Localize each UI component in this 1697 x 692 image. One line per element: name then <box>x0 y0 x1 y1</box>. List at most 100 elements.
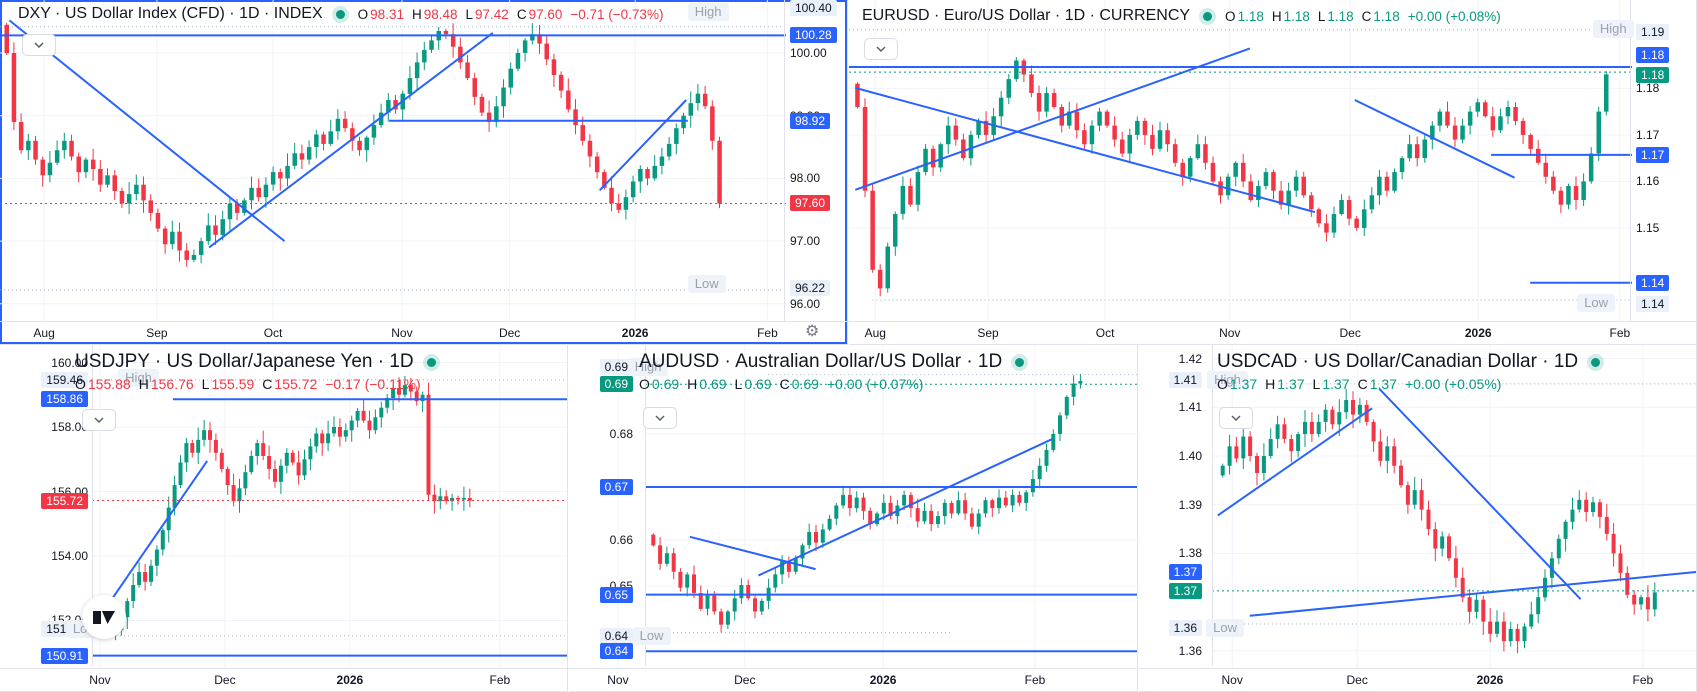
price-axis-label: 1.18 <box>1636 46 1670 63</box>
chart-panel-eurusd[interactable]: EURUSD · Euro/US Dollar · 1D · CURRENCY … <box>849 0 1697 345</box>
symbol-quick-menu-button[interactable] <box>1219 407 1253 429</box>
symbol-quick-menu-button[interactable] <box>643 407 677 429</box>
time-axis-label: Aug <box>33 326 55 340</box>
price-axis-label: 1.36 <box>1178 643 1202 658</box>
ohlc-value: 0.69 <box>791 376 819 392</box>
price-axis-label: 1.15 <box>1636 220 1660 235</box>
time-axis[interactable]: Aug Sep Oct Nov Dec 2026 Feb <box>849 321 1696 344</box>
price-axis-label: 0.69 <box>599 376 633 393</box>
ohlc-readout: O 1.18 H 1.18 L 1.18 C 1.18 +0.00 (+0.08%) <box>1225 9 1509 24</box>
price-axis-label: 158.00 <box>51 420 88 434</box>
ohlc-key: L <box>1317 8 1326 24</box>
time-axis-label: Dec <box>1346 673 1368 687</box>
price-axis[interactable]: 100.40100.28100.0099.0098.9298.0097.6097… <box>784 0 847 321</box>
price-axis-label: 1.39 <box>1178 497 1202 512</box>
price-axis-label: 155.72 <box>41 492 88 509</box>
chart-panel-usdcad[interactable]: USDCAD · US Dollar/Canadian Dollar · 1D … <box>1139 345 1697 692</box>
ohlc-readout: O 1.37 H 1.37 L 1.37 C 1.37 +0.00 (+0.05%) <box>1217 376 1509 392</box>
chevron-down-icon <box>34 42 44 48</box>
ohlc-key: C <box>779 376 790 392</box>
ohlc-value: 156.76 <box>150 376 194 392</box>
price-axis-label: 100.28 <box>790 27 837 44</box>
price-axis-label: 0.67 <box>599 478 633 495</box>
time-axis[interactable]: Nov Dec 2026 Feb <box>0 668 567 691</box>
chevron-down-icon <box>1231 415 1241 421</box>
ohlc-key: C <box>1361 8 1372 24</box>
ohlc-readout: O 155.88 H 156.76 L 155.59 C 155.72 −0.17 (−0.11… <box>75 376 429 392</box>
gear-icon[interactable]: ⚙ <box>805 323 820 340</box>
ohlc-key: H <box>411 6 422 22</box>
price-axis-label: 98.92 <box>790 112 831 129</box>
ohlc-key: C <box>262 376 273 392</box>
price-axis[interactable]: 1.19 1.18 1.18 1.18 1.17 1.17 1.16 1.15 1.14 1.14 <box>1630 0 1696 321</box>
price-axis-label: 1.36 <box>1168 619 1202 636</box>
price-axis-label: 0.65 <box>599 586 633 603</box>
price-axis-label: 1.14 <box>1636 296 1670 313</box>
symbol-quick-menu-button[interactable] <box>864 38 898 60</box>
time-axis-label: Feb <box>1609 326 1631 340</box>
ohlc-key: L <box>734 376 743 392</box>
low-watermark: Low <box>687 274 726 293</box>
price-axis-label: 1.19 <box>1636 23 1670 40</box>
ohlc-value: 1.37 <box>1229 376 1258 392</box>
market-status-dot <box>1015 357 1025 367</box>
time-axis-label: Dec <box>1339 326 1361 340</box>
ohlc-value: 1.18 <box>1373 8 1400 24</box>
ohlc-value: 97.60 <box>528 6 563 22</box>
price-axis-label: 0.64 <box>599 643 633 660</box>
price-axis-label: 1.17 <box>1636 146 1670 163</box>
symbol-title[interactable]: USDCAD · US Dollar/Canadian Dollar · 1D <box>1217 351 1579 372</box>
chart-panel-audusd[interactable]: AUDUSD · Australian Dollar/US Dollar · 1… <box>569 345 1138 692</box>
ohlc-value: 1.18 <box>1237 8 1264 24</box>
candlestick-plot <box>617 345 1137 668</box>
price-axis-label: 1.37 <box>1168 563 1202 580</box>
price-axis-label: 150.91 <box>41 647 88 664</box>
time-axis[interactable]: Aug Sep Oct Nov Dec 2026 Feb <box>0 321 847 344</box>
ohlc-key: H <box>1271 8 1282 24</box>
ohlc-value: 0.69 <box>699 376 727 392</box>
chart-panel-usdjpy[interactable]: USDJPY · US Dollar/Japanese Yen · 1D O 15… <box>0 345 568 692</box>
ohlc-value: 0.69 <box>651 376 680 392</box>
ohlc-value: 155.88 <box>87 376 131 392</box>
time-axis-label: 2026 <box>1476 673 1504 687</box>
time-axis-label: Nov <box>391 326 413 340</box>
ohlc-key: C <box>1357 376 1368 392</box>
symbol-quick-menu-button[interactable] <box>22 34 56 56</box>
market-status-dot <box>426 357 436 367</box>
symbol-title[interactable]: USDJPY · US Dollar/Japanese Yen · 1D <box>75 351 414 372</box>
price-axis-label: 97.00 <box>790 234 821 249</box>
tradingview-logo[interactable] <box>82 595 126 639</box>
high-watermark: High <box>1207 371 1248 390</box>
chevron-down-icon <box>655 415 665 421</box>
symbol-title[interactable]: AUDUSD · Australian Dollar/US Dollar · 1… <box>639 351 1003 372</box>
symbol-title[interactable]: EURUSD · Euro/US Dollar · 1D · CURRENCY <box>862 7 1191 24</box>
ohlc-value: 1.37 <box>1277 376 1305 392</box>
price-axis-label: 0.69 <box>599 359 633 376</box>
low-watermark: Low <box>1577 294 1616 313</box>
symbol-title[interactable]: DXY · US Dollar Index (CFD) · 1D · INDEX <box>18 5 323 22</box>
candlestick-plot <box>92 345 567 668</box>
price-axis-label: 1.14 <box>1636 274 1670 291</box>
time-axis[interactable]: Nov Dec 2026 Feb <box>1139 668 1696 691</box>
market-status-dot <box>1203 11 1213 21</box>
ohlc-key: L <box>1312 376 1321 392</box>
time-axis-label: 2026 <box>1464 326 1492 340</box>
ohlc-value: 155.72 <box>274 376 318 392</box>
time-axis-label: Nov <box>89 673 111 687</box>
price-axis-label: 1.38 <box>1178 546 1202 561</box>
chevron-down-icon <box>876 46 886 52</box>
price-axis[interactable]: 0.690.690.680.670.660.650.650.640.64 <box>569 345 646 666</box>
ohlc-key: O <box>639 376 650 392</box>
price-axis-label: 154.00 <box>51 549 88 563</box>
chart-panel-dxy[interactable]: DXY · US Dollar Index (CFD) · 1D · INDEX… <box>0 0 848 345</box>
price-axis[interactable]: 1.42 1.41 1.41 1.40 1.39 1.38 1.37 1.37 1.36 1.36 <box>1139 345 1213 666</box>
time-axis-label: Feb <box>1024 673 1046 687</box>
symbol-quick-menu-button[interactable] <box>82 409 116 431</box>
price-axis-label: 100.40 <box>790 0 837 16</box>
time-axis-label: Sep <box>977 326 999 340</box>
price-axis-label: 0.68 <box>609 426 633 441</box>
price-axis[interactable]: 160.00 159.46 158.86 158.00 156.00 155.72 154.… <box>0 345 93 666</box>
time-axis[interactable]: Nov Dec 2026 Feb <box>569 668 1137 691</box>
price-axis-label: 1.18 <box>1636 66 1670 83</box>
ohlc-value: 98.48 <box>423 6 458 22</box>
